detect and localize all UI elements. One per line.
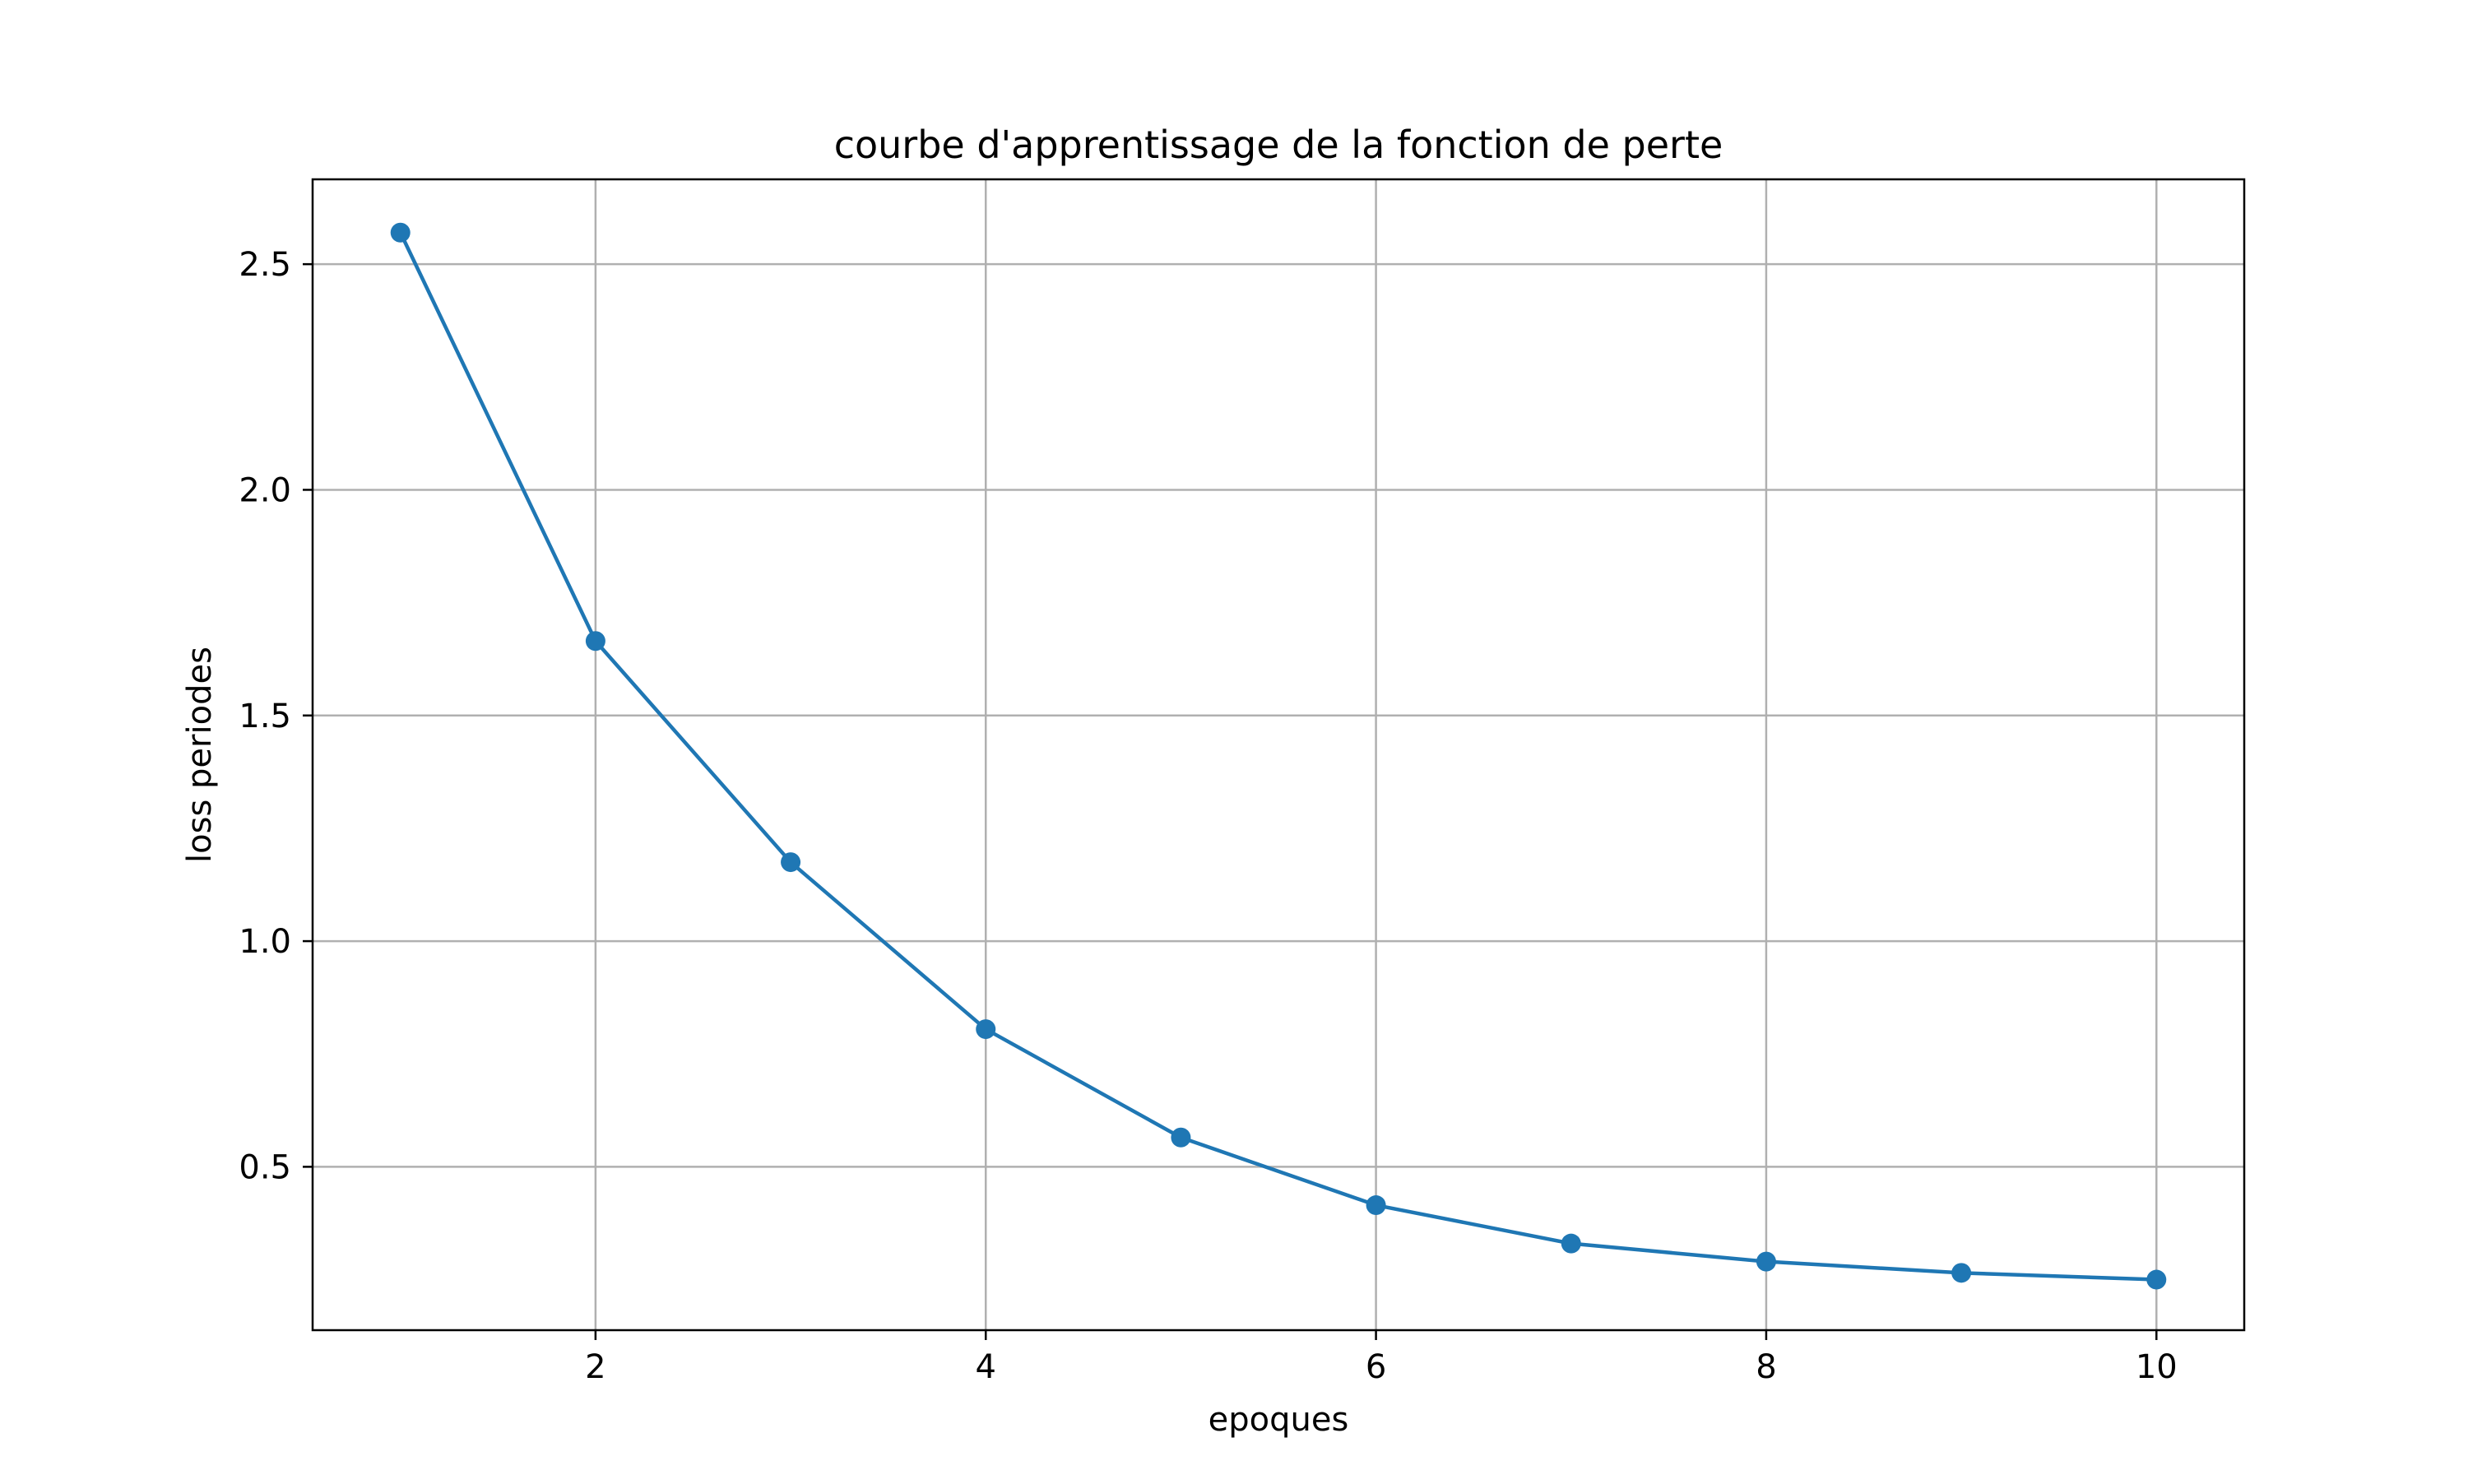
x-tick-label: 2 — [585, 1348, 605, 1386]
series-group — [390, 222, 2167, 1290]
axis-ticks: 2 4 6 8 10 0.5 1.0 1.5 2.0 2.5 — [239, 246, 2177, 1386]
data-point — [1366, 1195, 1386, 1216]
data-point — [1756, 1251, 1776, 1272]
data-point — [781, 852, 801, 873]
data-point — [1561, 1233, 1581, 1254]
data-point — [1171, 1127, 1191, 1148]
data-point — [976, 1019, 996, 1040]
x-tick-label: 8 — [1756, 1348, 1776, 1386]
y-tick-label: 2.0 — [239, 471, 291, 509]
x-tick-label: 6 — [1366, 1348, 1386, 1386]
y-axis-label: loss periodes — [181, 647, 219, 863]
series-line — [398, 231, 2157, 1282]
x-axis-label: epoques — [1208, 1401, 1349, 1439]
data-point — [1951, 1263, 1972, 1283]
y-tick-label: 2.5 — [239, 246, 291, 284]
plot-area-frame — [311, 178, 2246, 1332]
x-tick-label: 10 — [2136, 1348, 2178, 1386]
x-tick-label: 4 — [976, 1348, 996, 1386]
data-point — [585, 631, 605, 652]
y-tick-label: 1.5 — [239, 698, 291, 735]
grid — [313, 179, 2244, 1330]
data-point — [390, 222, 411, 243]
data-point — [2146, 1269, 2167, 1290]
chart-title: courbe d'apprentissage de la fonction de… — [834, 123, 1723, 167]
y-tick-label: 0.5 — [239, 1148, 291, 1186]
y-tick-label: 1.0 — [239, 923, 291, 961]
